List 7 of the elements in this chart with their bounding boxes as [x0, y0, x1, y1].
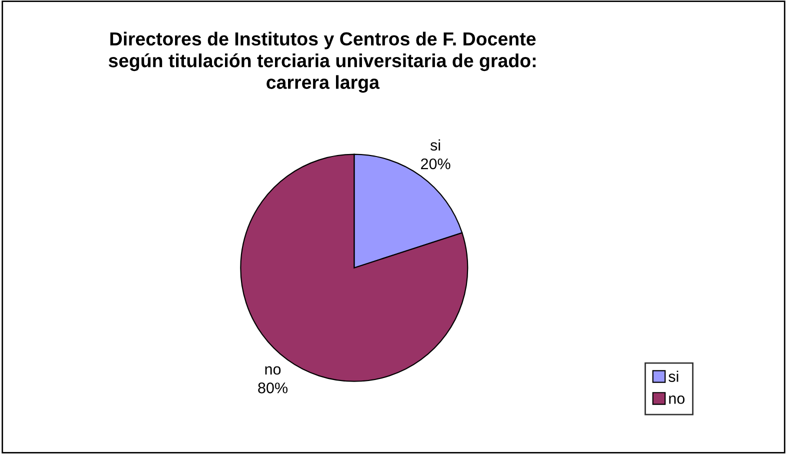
legend-label: si: [668, 370, 678, 382]
data-label: 80%: [258, 382, 288, 394]
slice-label: si: [430, 139, 440, 151]
chart-title: Directores de Institutos y Centros de F. Docente según titulación terciaria universitaria de grado: carrera larga: [108, 32, 536, 93]
data-label: 20%: [421, 158, 450, 170]
legend-label: no: [669, 396, 685, 404]
slice-label: no: [265, 366, 281, 375]
